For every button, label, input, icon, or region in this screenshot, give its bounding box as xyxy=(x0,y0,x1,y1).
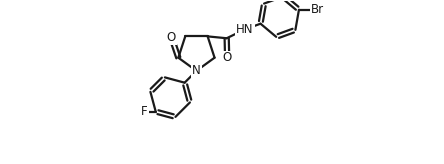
Text: Br: Br xyxy=(311,3,324,16)
Text: O: O xyxy=(167,31,176,44)
Text: N: N xyxy=(192,64,201,77)
Text: O: O xyxy=(222,51,232,64)
Text: HN: HN xyxy=(236,23,254,36)
Text: F: F xyxy=(141,105,148,118)
